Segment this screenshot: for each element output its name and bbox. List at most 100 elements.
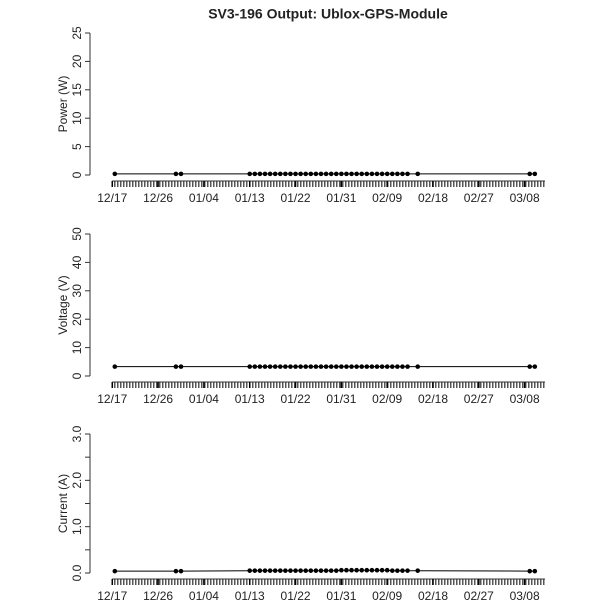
x-tick-label: 02/09 [372,392,402,406]
data-point [257,171,263,177]
x-tick-label: 01/22 [281,191,311,205]
y-axis-label: Power (W) [56,76,70,133]
data-point [288,568,293,573]
data-point [333,171,339,177]
data-point [400,171,405,177]
data-point [112,364,118,369]
data-point [532,364,538,369]
data-point [379,171,385,177]
data-point [303,171,309,177]
data-point [379,567,385,573]
data-point [339,364,344,369]
data-point [395,568,400,573]
x-tick-label: 02/27 [464,392,494,406]
data-point [293,364,298,369]
y-tick-label: 10 [70,341,84,355]
y-tick-label: 10 [70,111,84,125]
data-point [298,568,303,573]
data-point [277,364,283,369]
data-point [415,568,421,573]
data-point [405,568,410,573]
data-point [395,171,400,177]
data-point [303,364,309,369]
x-tick-label: 03/08 [510,191,540,205]
data-point [364,171,370,177]
x-tick-label: 01/31 [326,191,356,205]
data-point [405,171,410,177]
y-axis-label: Voltage (V) [56,275,70,334]
x-tick-label: 01/22 [281,392,311,406]
data-point [415,171,421,177]
y-tick-label: 0 [70,372,84,379]
y-tick-label: 30 [70,284,84,298]
x-tick-label: 02/27 [464,191,494,205]
data-point [379,364,385,369]
y-tick-label: 20 [70,312,84,326]
x-tick-label: 01/13 [235,392,265,406]
data-point [252,171,258,177]
data-point [112,568,118,574]
data-point [344,567,349,573]
x-axis-rug [112,181,545,187]
data-point [298,171,303,177]
data-point [308,171,314,177]
data-point [384,171,390,177]
data-point [527,364,533,369]
y-tick-label: 0 [70,171,84,178]
data-point [313,364,319,369]
data-point [344,364,349,369]
x-tick-label: 01/04 [189,589,219,600]
data-point [252,364,258,369]
x-tick-label: 03/08 [510,589,540,600]
data-point [112,171,118,177]
x-tick-label: 12/17 [97,392,127,406]
data-point [323,171,329,177]
data-point [400,364,405,369]
data-point [527,568,533,574]
data-point [349,171,354,177]
data-point [349,364,354,369]
data-point [318,568,324,573]
x-tick-label: 01/31 [326,589,356,600]
x-tick-label: 01/13 [235,191,265,205]
y-tick-label: 5 [70,143,84,150]
data-point [257,568,263,573]
data-point [384,364,390,369]
x-tick-label: 01/04 [189,392,219,406]
data-point [318,364,324,369]
data-point [308,568,314,573]
data-point [272,171,278,177]
x-tick-label: 01/22 [281,589,311,600]
data-point [374,171,380,177]
x-tick-label: 12/17 [97,589,127,600]
data-point [247,364,253,369]
data-point [323,568,329,573]
data-point [405,364,410,369]
x-tick-label: 02/18 [418,589,448,600]
x-tick-label: 03/08 [510,392,540,406]
data-point [333,568,339,573]
x-tick-label: 02/09 [372,589,402,600]
data-point [277,171,283,177]
data-point [277,568,283,573]
data-point [313,568,319,573]
data-point [247,171,253,177]
x-tick-label: 01/31 [326,392,356,406]
data-point [173,364,179,369]
y-tick-label: 2.0 [70,472,84,489]
data-point [262,568,268,573]
data-point [308,364,314,369]
data-point [354,364,359,369]
data-point [328,568,334,573]
data-point [257,364,263,369]
data-point [374,567,380,573]
data-point [344,171,349,177]
data-point [354,567,359,573]
data-point [532,568,538,574]
data-point [328,171,334,177]
data-point [283,568,288,573]
x-tick-label: 12/26 [143,589,173,600]
data-point [288,171,293,177]
